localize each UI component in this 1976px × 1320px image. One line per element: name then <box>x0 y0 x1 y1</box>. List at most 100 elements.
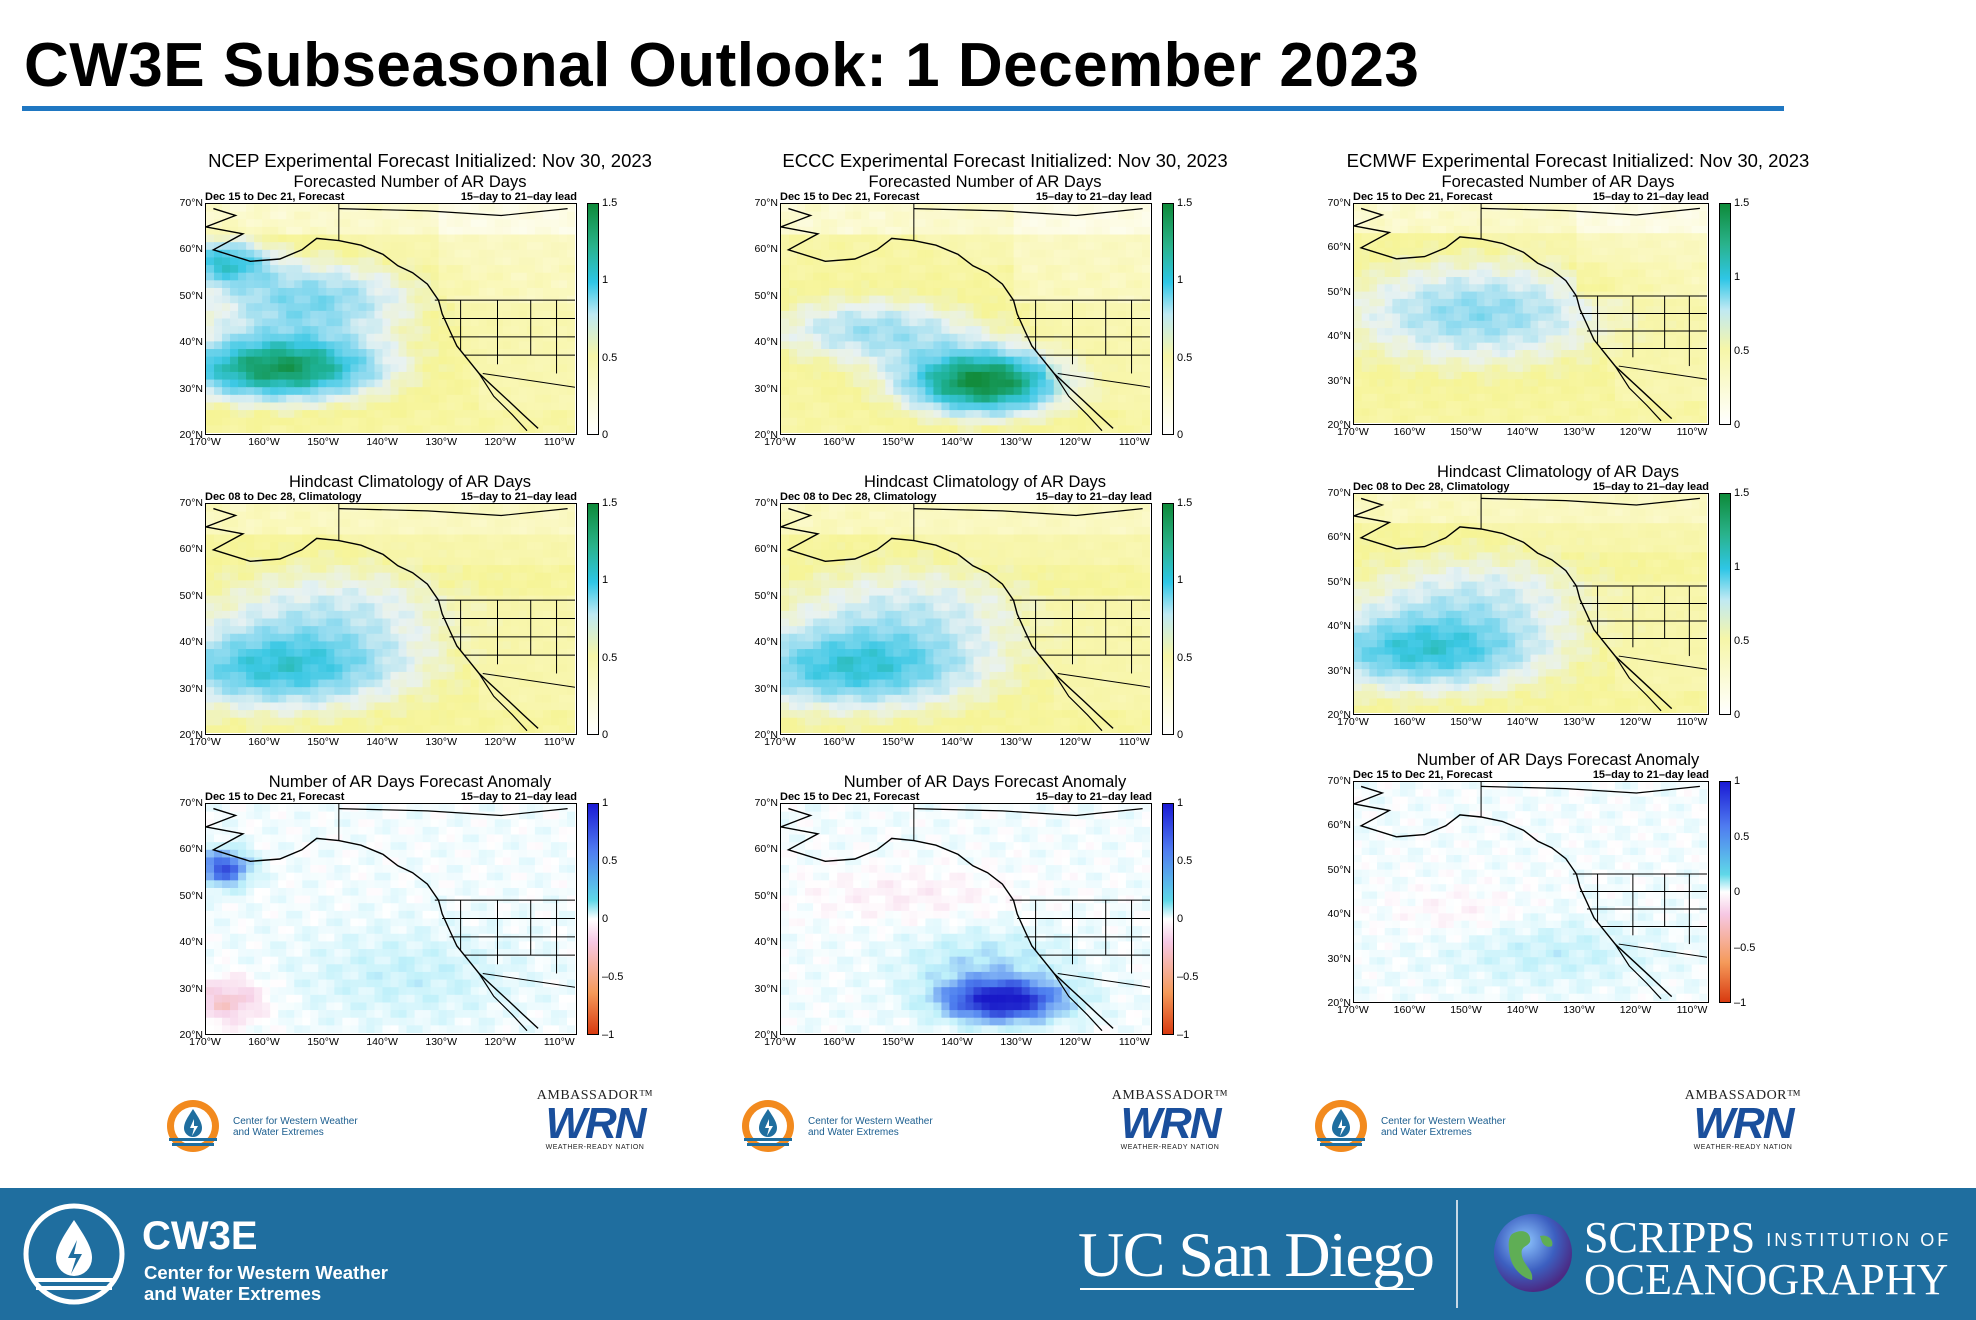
lat-tick-label: 50°N <box>1327 575 1351 588</box>
panel-title: Number of AR Days Forecast Anomaly <box>1416 751 1700 769</box>
lon-tick-label: 150°W <box>882 736 914 748</box>
lat-tick-label: 40°N <box>179 936 203 949</box>
lon-tick-label: 110°W <box>543 736 575 748</box>
colorbar-tick-label: 0.5 <box>1177 855 1193 867</box>
footer-divider <box>1456 1200 1458 1308</box>
panel-subtitle: Dec 08 to Dec 28, Climatology 15–day to … <box>780 491 1152 503</box>
model-column: ECMWF Experimental Forecast Initialized:… <box>1298 150 1858 1152</box>
lon-tick-label: 160°W <box>1393 716 1426 728</box>
lat-tick-label: 70°N <box>1327 775 1351 787</box>
lon-tick-label: 150°W <box>307 436 339 448</box>
logo-row: Center for Western Weather and Water Ext… <box>1313 1088 1803 1158</box>
colorbar-tick-label: 0.5 <box>1177 651 1193 664</box>
lon-tick-label: 150°W <box>307 736 339 748</box>
lon-tick-label: 130°W <box>1000 1036 1032 1048</box>
lon-tick-label: 160°W <box>823 436 855 448</box>
lat-tick-label: 30°N <box>754 982 778 995</box>
lat-tick-label: 70°N <box>754 497 778 509</box>
panel-date-range: Dec 15 to Dec 21, Forecast <box>780 191 920 203</box>
wrn-wordmark: WRN <box>1120 1099 1221 1148</box>
lon-tick-label: 160°W <box>823 736 855 748</box>
colorbar-tick-label: –0.5 <box>1177 971 1199 983</box>
map-image <box>780 503 1152 735</box>
panel-lead: 15–day to 21–day lead <box>1592 769 1709 781</box>
panel-date-range: Dec 15 to Dec 21, Forecast <box>1353 191 1493 203</box>
colorbar-tick-label: 1.5 <box>1734 197 1750 209</box>
lon-tick-label: 140°W <box>1506 426 1539 438</box>
logo-row: Center for Western Weather and Water Ext… <box>165 1088 655 1158</box>
lat-tick-label: 30°N <box>1327 664 1351 677</box>
lon-tick-label: 120°W <box>484 436 517 448</box>
panel-lead: 15–day to 21–day lead <box>1035 191 1152 203</box>
lat-tick-label: 40°N <box>1327 908 1351 921</box>
lat-tick-label: 20°N <box>1327 709 1351 721</box>
panel-lead: 15–day to 21–day lead <box>1035 491 1152 503</box>
colorbar-tick-label: 0.5 <box>602 855 618 867</box>
panel-subtitle: Dec 15 to Dec 21, Forecast 15–day to 21–… <box>780 191 1152 203</box>
lat-tick-label: 50°N <box>754 889 778 902</box>
lon-tick-label: 160°W <box>248 736 280 748</box>
map-panel: Hindcast Climatology of AR Days Dec 08 t… <box>1298 464 1758 729</box>
lon-tick-label: 120°W <box>1619 1004 1652 1016</box>
colorbar-tick-label: 1 <box>1177 797 1184 809</box>
lon-tick-label: 110°W <box>543 436 575 448</box>
cw3e-small-line1: Center for Western Weather <box>1381 1116 1506 1127</box>
lon-tick-label: 160°W <box>1393 426 1426 438</box>
colorbar-tick-label: 1.5 <box>1177 197 1193 209</box>
cw3e-small-line2: and Water Extremes <box>1381 1127 1472 1138</box>
panel-title: Hindcast Climatology of AR Days <box>863 473 1107 491</box>
model-column: ECCC Experimental Forecast Initialized: … <box>725 150 1285 1152</box>
lon-tick-label: 170°W <box>189 1036 221 1048</box>
lat-tick-label: 30°N <box>179 682 203 695</box>
colorbar-tick-label: 0.5 <box>602 351 618 364</box>
lon-tick-label: 170°W <box>764 436 796 448</box>
lon-tick-label: 170°W <box>1337 426 1369 438</box>
lat-tick-label: 50°N <box>1327 285 1351 298</box>
panel-title: Forecasted Number of AR Days <box>293 173 527 191</box>
cw3e-small-line1: Center for Western Weather <box>808 1116 933 1127</box>
lat-tick-label: 40°N <box>754 936 778 949</box>
lat-tick-label: 50°N <box>1327 863 1351 876</box>
colorbar-tick-label: –1 <box>1734 997 1747 1009</box>
map-image <box>1353 781 1709 1003</box>
wrn-wordmark: WRN <box>1693 1099 1794 1148</box>
lon-tick-label: 170°W <box>189 436 221 448</box>
lon-tick-label: 110°W <box>1676 716 1708 728</box>
page-title: CW3E Subseasonal Outlook: 1 December 202… <box>24 31 1420 100</box>
lon-tick-label: 150°W <box>882 436 914 448</box>
lon-tick-label: 130°W <box>1563 426 1595 438</box>
colorbar-tick-label: 0.5 <box>1734 345 1750 357</box>
colorbar-tick-label: 0 <box>602 429 609 441</box>
panel-subtitle: Dec 15 to Dec 21, Forecast 15–day to 21–… <box>780 791 1152 803</box>
cw3e-small-logo-icon <box>167 1100 219 1152</box>
lon-tick-label: 150°W <box>882 1036 914 1048</box>
colorbar-tick-label: 1.5 <box>1177 497 1193 509</box>
lon-tick-label: 150°W <box>1450 716 1482 728</box>
colorbar-tick-label: 1 <box>1734 271 1741 283</box>
cw3e-small-logo-text: Center for Western Weather and Water Ext… <box>1381 1116 1506 1138</box>
colorbar-tick-label: –0.5 <box>602 971 624 983</box>
wrn-subtitle: WEATHER-READY NATION <box>545 1144 645 1151</box>
lat-tick-label: 20°N <box>754 729 778 741</box>
lat-tick-label: 20°N <box>754 1029 778 1041</box>
lat-tick-label: 60°N <box>179 243 203 256</box>
panel-date-range: Dec 08 to Dec 28, Climatology <box>1353 481 1510 493</box>
colorbar <box>1719 493 1731 715</box>
lat-tick-label: 60°N <box>1327 819 1351 832</box>
lat-tick-label: 60°N <box>179 843 203 856</box>
colorbar <box>587 203 599 435</box>
panel-subtitle: Dec 15 to Dec 21, Forecast 15–day to 21–… <box>1353 191 1709 203</box>
lon-tick-label: 130°W <box>425 436 457 448</box>
map-panel: Hindcast Climatology of AR Days Dec 08 t… <box>150 474 618 749</box>
lat-tick-label: 60°N <box>754 843 778 856</box>
lon-tick-label: 110°W <box>1118 1036 1150 1048</box>
lon-tick-label: 160°W <box>1393 1004 1426 1016</box>
panel-lead: 15–day to 21–day lead <box>460 491 577 503</box>
panel-date-range: Dec 08 to Dec 28, Climatology <box>780 491 937 503</box>
lat-tick-label: 40°N <box>1327 620 1351 633</box>
wrn-ambassador-text: AMBASSADOR™ <box>1111 1088 1229 1103</box>
column-header: NCEP Experimental Forecast Initialized: … <box>208 150 652 171</box>
cw3e-small-line2: and Water Extremes <box>233 1127 324 1138</box>
panel-title: Forecasted Number of AR Days <box>1441 173 1675 191</box>
ucsd-underline <box>1080 1288 1414 1290</box>
